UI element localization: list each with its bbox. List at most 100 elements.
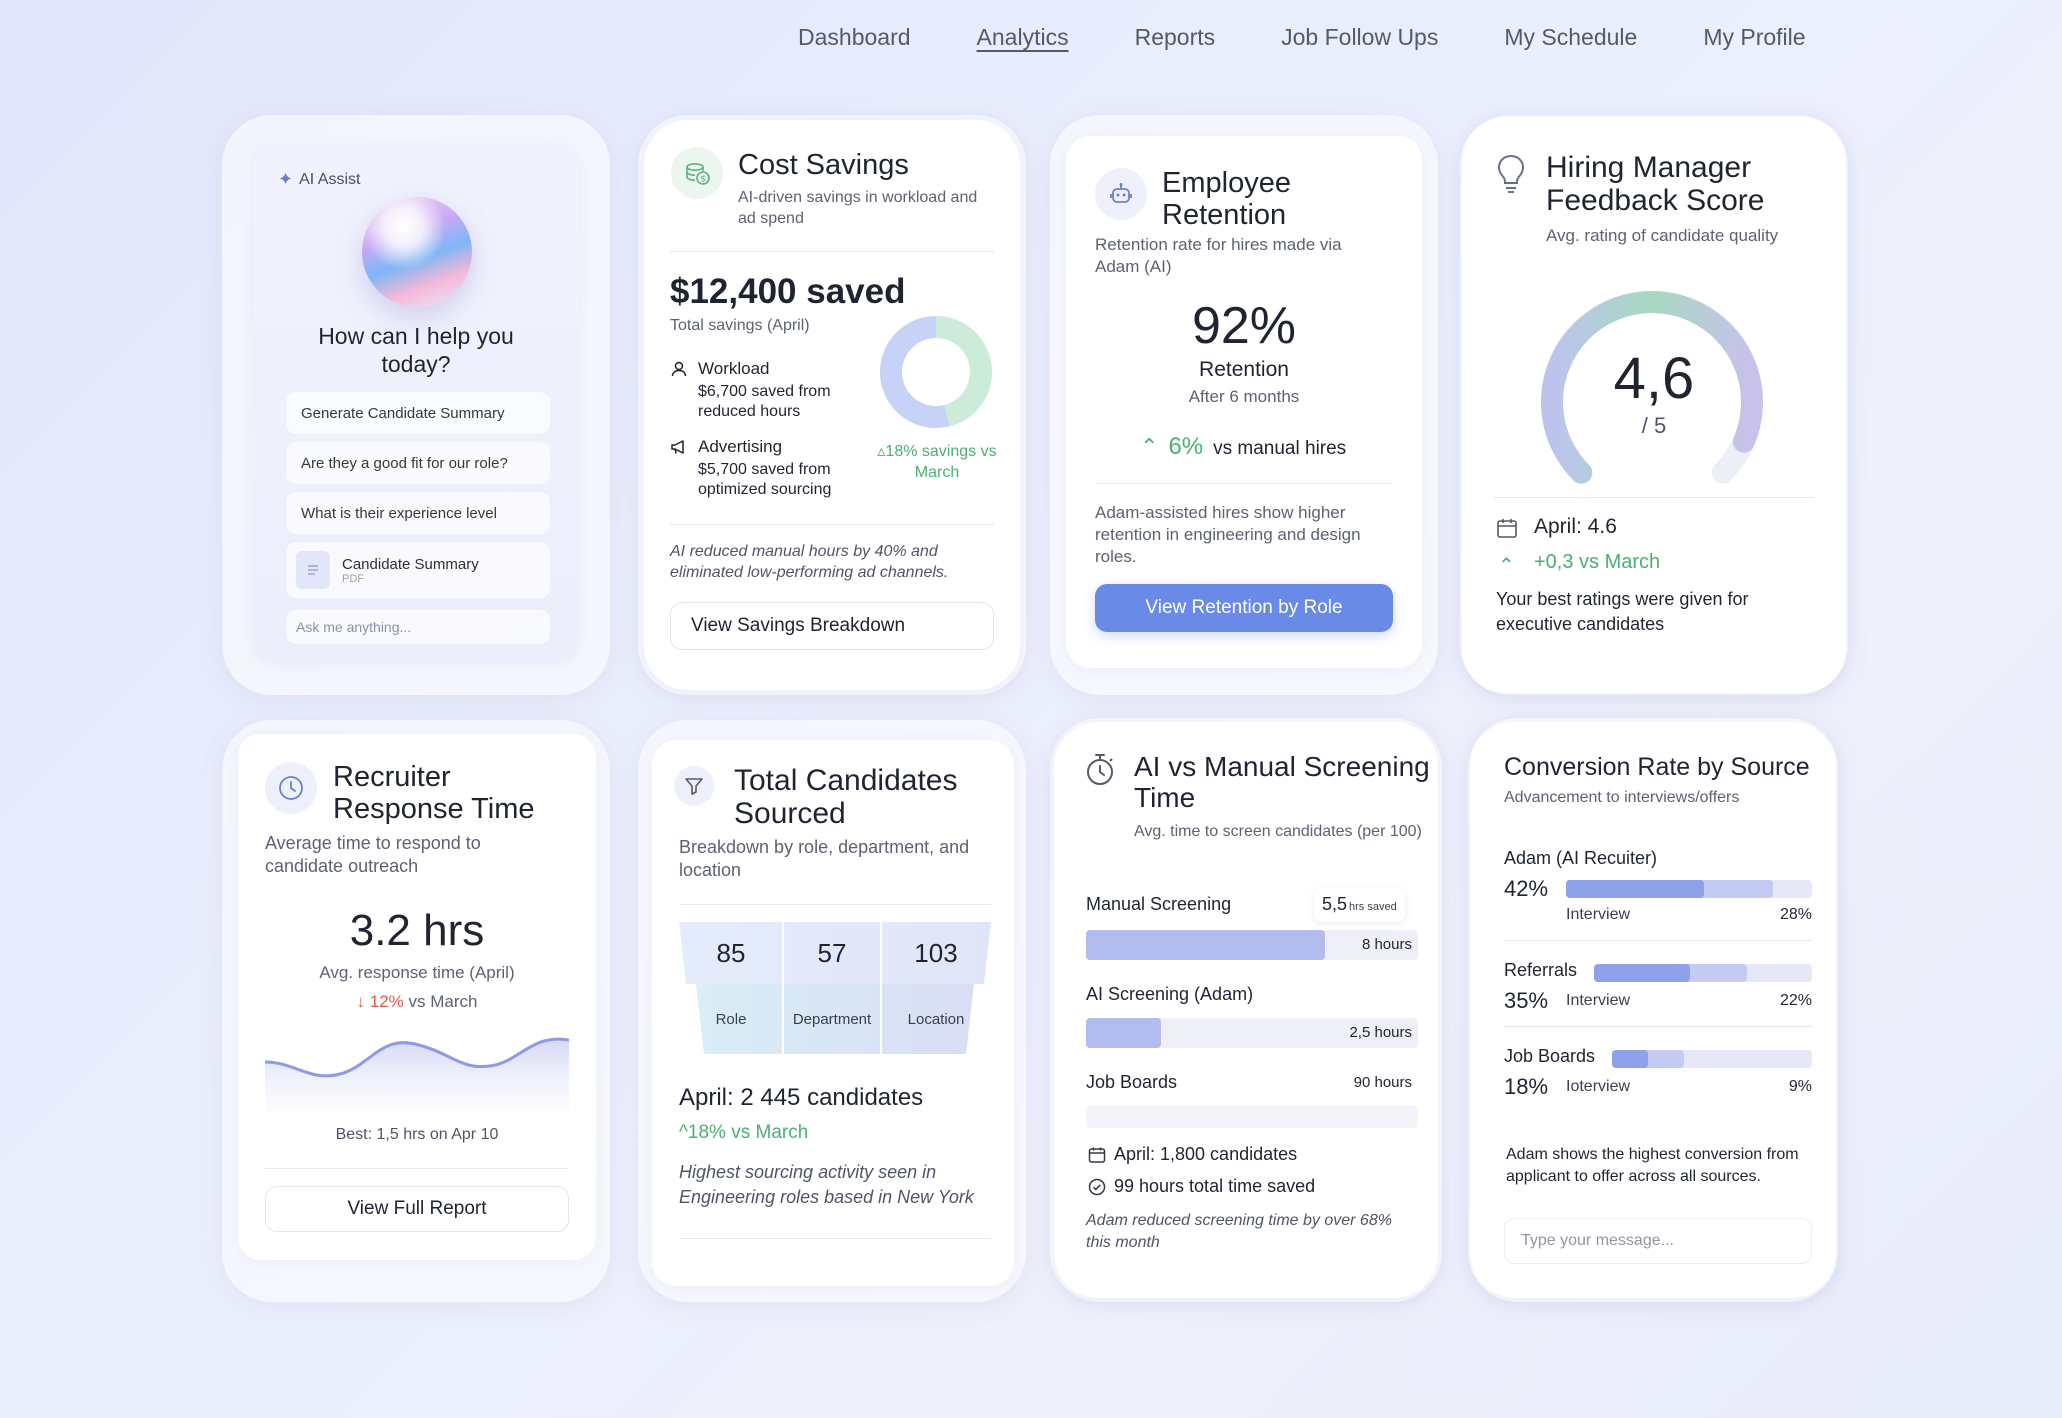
- feedback-note: Your best ratings were given for executi…: [1496, 589, 1749, 635]
- savings-donut-chart: [880, 316, 992, 428]
- conversion-bar-stage: [1594, 964, 1690, 982]
- view-savings-breakdown-button[interactable]: View Savings Breakdown: [670, 602, 994, 650]
- conversion-bar-stage: [1612, 1050, 1648, 1068]
- sparkline-line: [265, 1037, 569, 1078]
- gauge-fill: [1541, 291, 1763, 484]
- retention-label: Retention: [1199, 358, 1289, 381]
- calendar-icon: [1496, 517, 1518, 544]
- suggestion-experience-level[interactable]: What is their experience level: [286, 492, 550, 534]
- megaphone-icon: [670, 438, 688, 461]
- arrow-up-icon: ▵: [877, 443, 886, 460]
- candidates-department-value: 57: [817, 937, 847, 968]
- stopwatch-icon: [1084, 752, 1116, 793]
- arrow-up-icon: ⌃: [1140, 434, 1159, 459]
- view-full-report-button[interactable]: View Full Report: [265, 1186, 569, 1232]
- nav-dashboard[interactable]: Dashboard: [798, 24, 911, 50]
- divider: [1095, 483, 1393, 484]
- feedback-title: Hiring Manager Feedback Score: [1546, 151, 1765, 217]
- retention-subtitle: Retention rate for hires made via Adam (…: [1095, 235, 1342, 277]
- candidates-april: April: 2 445 candidates: [679, 1084, 924, 1111]
- ai-ask-input[interactable]: Ask me anything...: [286, 610, 550, 644]
- screening-hours-label: 8 hours: [1361, 936, 1412, 953]
- conversion-source-pct: 42%: [1504, 876, 1549, 901]
- robot-icon: [1095, 168, 1147, 220]
- candidates-location-value: 103: [914, 937, 958, 968]
- candidates-change: ^18% vs March: [679, 1122, 808, 1144]
- conversion-stage-pct: 9%: [1788, 1078, 1812, 1095]
- nav-reports[interactable]: Reports: [1134, 24, 1216, 50]
- candidates-role-value: 85: [716, 937, 746, 968]
- divider: [1504, 1026, 1812, 1027]
- screening-row-label: Job Boards: [1086, 1072, 1178, 1092]
- arrow-up-icon: ^: [679, 1122, 688, 1143]
- ai-assist-panel: ✦ AI Assist How can I help you today? Ge…: [254, 147, 578, 661]
- nav-my-schedule[interactable]: My Schedule: [1504, 24, 1638, 50]
- ai-orb-icon: [362, 197, 472, 307]
- message-input[interactable]: Type your message...: [1504, 1218, 1812, 1264]
- divider: [679, 904, 991, 905]
- candidates-role-label: Role: [715, 1010, 747, 1028]
- screening-hours-label: 90 hours: [1353, 1074, 1412, 1091]
- retention-period: After 6 months: [1188, 387, 1300, 406]
- conversion-stage-pct: 22%: [1779, 992, 1812, 1009]
- filter-icon: [674, 766, 714, 806]
- candidates-funnel: [679, 922, 991, 1054]
- divider: [670, 524, 994, 525]
- feedback-april: April: 4.6: [1534, 515, 1617, 538]
- suggestion-good-fit[interactable]: Are they a good fit for our role?: [286, 442, 550, 484]
- view-retention-by-role-button[interactable]: View Retention by Role: [1095, 584, 1393, 632]
- candidates-title: Total Candidates Sourced: [734, 764, 958, 830]
- divider: [679, 1238, 991, 1239]
- conversion-card: Conversion Rate by Source Advancement to…: [1470, 722, 1836, 1298]
- advertising-text: $5,700 saved from optimized sourcing: [698, 461, 832, 498]
- screening-saved: 99 hours total time saved: [1114, 1176, 1316, 1196]
- candidates-change-text: 18% vs March: [687, 1122, 809, 1143]
- retention-change: ⌃ 6% vs manual hires: [1140, 433, 1346, 461]
- candidates-card: Total Candidates Sourced Breakdown by ro…: [652, 740, 1014, 1286]
- divider: [670, 251, 994, 252]
- sparkline-area: [265, 1039, 569, 1112]
- screening-april: April: 1,800 candidates: [1114, 1144, 1298, 1164]
- funnel-top: [679, 922, 991, 984]
- response-time-card: Recruiter Response Time Average time to …: [238, 734, 596, 1260]
- conversion-stage-label: Interview: [1566, 906, 1631, 923]
- funnel-bottom: [696, 984, 974, 1054]
- candidates-department-label: Department: [792, 1010, 872, 1028]
- response-time-change: ↓ 12% vs March: [238, 992, 596, 1012]
- candidate-summary-file[interactable]: Candidate Summary PDF: [286, 542, 550, 598]
- response-time-sparkline: [265, 1037, 569, 1112]
- user-icon: [670, 360, 688, 383]
- screening-card: AI vs Manual Screening Time Avg. time to…: [1054, 722, 1438, 1298]
- arrow-up-icon: ⌃: [1498, 555, 1515, 577]
- conversion-stage-pct: 28%: [1779, 906, 1812, 923]
- lightbulb-icon: [1494, 153, 1528, 200]
- savings-change: ▵18% savings vs March: [876, 442, 998, 484]
- divider: [1494, 497, 1814, 498]
- total-savings-label: Total savings (April): [670, 317, 810, 334]
- response-time-change-value: 12%: [369, 992, 404, 1011]
- divider: [1504, 940, 1812, 941]
- conversion-source-name: Job Boards: [1504, 1046, 1596, 1066]
- nav-job-follow-ups[interactable]: Job Follow Ups: [1281, 24, 1439, 50]
- retention-change-value: 6%: [1168, 433, 1204, 460]
- screening-subtitle: Avg. time to screen candidates (per 100): [1134, 823, 1422, 840]
- candidates-subtitle: Breakdown by role, department, and locat…: [679, 837, 970, 881]
- ai-assist-badge: ✦ AI Assist: [278, 169, 360, 190]
- nav-my-profile[interactable]: My Profile: [1703, 24, 1806, 50]
- document-icon: [296, 551, 330, 589]
- screening-title: AI vs Manual Screening Time: [1134, 751, 1430, 813]
- nav-analytics[interactable]: Analytics: [976, 24, 1069, 50]
- conversion-source-name: Adam (AI Recuiter): [1504, 848, 1658, 868]
- conversion-stage-label: Interview: [1566, 992, 1631, 1009]
- response-time-value: 3.2 hrs: [349, 906, 485, 955]
- conversion-source-name: Referrals: [1504, 960, 1578, 980]
- feedback-subtitle: Avg. rating of candidate quality: [1546, 226, 1779, 245]
- total-savings-value: $12,400 saved: [670, 272, 906, 311]
- workload-text: $6,700 saved from reduced hours: [698, 383, 831, 420]
- suggestion-generate-summary[interactable]: Generate Candidate Summary: [286, 392, 550, 434]
- cost-savings-title: Cost Savings: [738, 149, 909, 181]
- workload-label: Workload: [698, 359, 770, 378]
- response-time-title: Recruiter Response Time: [333, 761, 535, 825]
- retention-change-text: vs manual hires: [1213, 438, 1347, 459]
- calendar-icon: [1088, 1146, 1106, 1169]
